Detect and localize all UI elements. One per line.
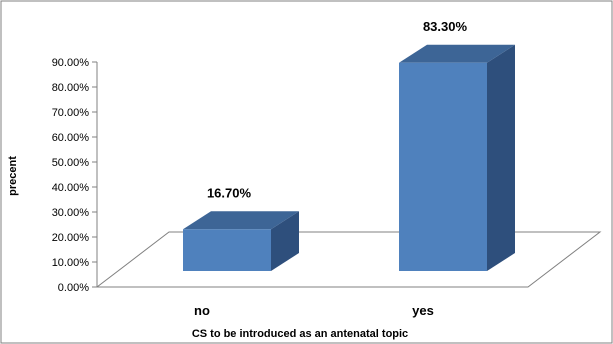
bar-front: [183, 229, 271, 271]
bars-group: 16.70% 83.30%: [183, 19, 515, 271]
category-labels: no yes: [194, 303, 434, 318]
y-tick-label: 80.00%: [52, 82, 90, 94]
category-label-yes: yes: [412, 303, 434, 318]
y-tick-label: 10.00%: [52, 257, 90, 269]
bar-side: [487, 44, 515, 271]
data-label: 16.70%: [207, 185, 252, 200]
floor-plane: [95, 231, 602, 288]
bar-side: [271, 211, 299, 271]
y-tick-label: 70.00%: [52, 107, 90, 119]
x-axis-title: CS to be introduced as an antenatal topi…: [192, 328, 408, 340]
bar-no: [183, 211, 299, 271]
y-tick-label: 60.00%: [52, 132, 90, 144]
bar-top: [399, 44, 515, 63]
y-tick-label: 90.00%: [52, 57, 90, 69]
y-tick-label: 30.00%: [52, 207, 90, 219]
bar-top: [183, 211, 299, 230]
y-axis-title: precent: [7, 156, 19, 196]
y-tick-label: 40.00%: [52, 182, 90, 194]
y-axis-ticks: 0.00% 10.00% 20.00% 30.00% 40.00% 50.00% 60.00…: [52, 57, 97, 294]
category-label-no: no: [194, 303, 210, 318]
y-tick-label: 20.00%: [52, 232, 90, 244]
y-tick-label: 50.00%: [52, 157, 90, 169]
data-label: 83.30%: [423, 19, 468, 34]
bar-yes: [399, 44, 515, 271]
y-tick-label: 0.00%: [58, 282, 89, 294]
bar-front: [399, 62, 487, 271]
chart-floor: [95, 231, 602, 288]
